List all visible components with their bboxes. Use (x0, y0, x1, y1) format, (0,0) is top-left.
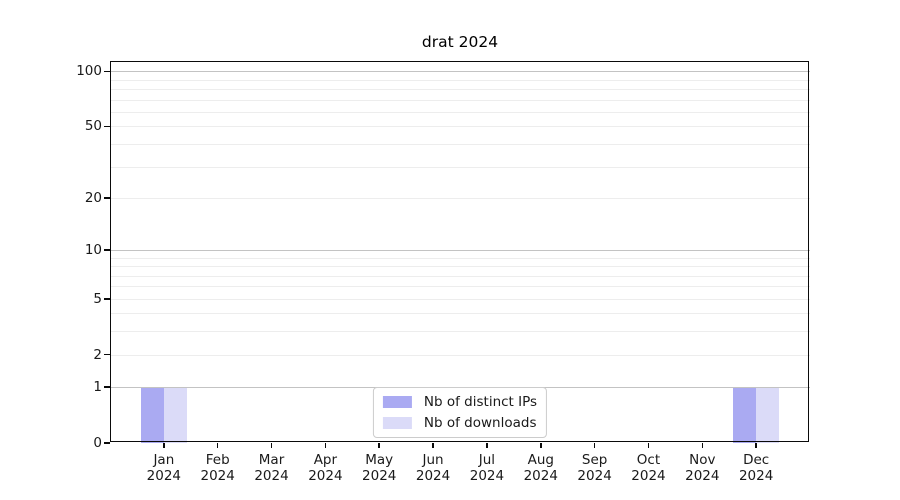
minor-gridline (110, 112, 810, 114)
y-tick-label: 2 (93, 346, 102, 363)
x-tick-month: Apr (313, 452, 338, 468)
minor-gridline (110, 89, 810, 91)
legend: Nb of distinct IPs Nb of downloads (372, 387, 548, 438)
y-tick-label: 0 (93, 435, 102, 451)
x-tick-month: Oct (636, 452, 661, 468)
minor-gridline (110, 354, 810, 356)
bar-nb-of-downloads-jan (163, 387, 187, 443)
x-tick-year: 2024 (577, 468, 612, 484)
x-tick-year: 2024 (469, 468, 505, 484)
x-tick-label: Jun 2024 (398, 452, 468, 484)
y-tick-mark (104, 125, 110, 128)
x-tick-mark (378, 443, 380, 448)
y-tick-label: 50 (84, 118, 102, 135)
x-tick-year: 2024 (200, 468, 235, 484)
x-tick-label: Aug 2024 (506, 452, 576, 484)
minor-gridline (110, 79, 810, 81)
x-tick-month: Jun (422, 452, 444, 468)
bar-nb-of-distinct-ips-jan (140, 387, 164, 443)
x-tick-year: 2024 (415, 468, 451, 484)
x-tick-month: Sep (581, 452, 608, 468)
x-tick-mark (755, 443, 757, 448)
legend-entry-distinct-ips: Nb of distinct IPs (382, 394, 538, 410)
x-tick-mark (324, 443, 327, 448)
y-tick-mark (104, 386, 110, 388)
bar-nb-of-downloads-dec (756, 387, 780, 443)
x-tick-label: Oct 2024 (613, 452, 683, 484)
y-tick-mark (104, 298, 110, 300)
x-tick-year: 2024 (146, 468, 182, 484)
y-tick-mark (104, 442, 110, 444)
x-tick-year: 2024 (685, 468, 720, 484)
x-tick-year: 2024 (362, 468, 397, 484)
minor-gridline (110, 266, 810, 268)
x-tick-year: 2024 (254, 468, 289, 484)
x-tick-label: Jan 2024 (129, 452, 199, 484)
x-tick-mark (593, 443, 596, 448)
x-tick-year: 2024 (738, 468, 774, 484)
minor-gridline (110, 298, 810, 300)
minor-gridline (110, 275, 810, 277)
y-tick-label: 10 (84, 241, 102, 258)
minor-gridline (110, 257, 810, 259)
x-tick-year: 2024 (308, 468, 343, 484)
minor-gridline (110, 286, 810, 288)
legend-label-distinct-ips: Nb of distinct IPs (423, 394, 538, 410)
x-tick-month: Jan (153, 452, 175, 468)
x-tick-label: Nov 2024 (667, 452, 737, 484)
y-tick-label: 1 (93, 379, 102, 396)
x-tick-label: Feb 2024 (183, 452, 253, 484)
x-tick-year: 2024 (631, 468, 666, 484)
minor-gridline (110, 144, 810, 146)
major-gridline (110, 249, 810, 251)
x-tick-mark (216, 443, 219, 448)
x-tick-mark (432, 443, 434, 448)
legend-swatch-downloads (382, 417, 412, 429)
x-tick-mark (647, 443, 650, 448)
bar-nb-of-distinct-ips-dec (733, 387, 757, 443)
x-tick-month: Feb (205, 452, 230, 468)
minor-gridline (110, 99, 810, 101)
x-tick-label: Sep 2024 (560, 452, 630, 484)
minor-gridline (110, 313, 810, 315)
x-tick-month: Jul (478, 452, 496, 468)
x-tick-month: Aug (527, 452, 554, 468)
x-tick-month: Dec (743, 452, 770, 468)
x-tick-mark (486, 443, 488, 448)
minor-gridline (110, 126, 810, 128)
x-tick-label: Jul 2024 (452, 452, 522, 484)
y-tick-label: 20 (84, 189, 102, 206)
x-tick-mark (163, 443, 165, 448)
legend-swatch-distinct-ips (382, 396, 412, 408)
x-tick-label: Apr 2024 (290, 452, 360, 484)
x-tick-month: May (365, 452, 394, 468)
x-tick-year: 2024 (523, 468, 558, 484)
minor-gridline (110, 197, 810, 199)
y-tick-label: 100 (76, 63, 102, 80)
y-tick-mark (104, 249, 110, 251)
x-tick-month: Nov (689, 452, 716, 468)
x-tick-mark (270, 443, 273, 448)
x-tick-month: Mar (258, 452, 285, 468)
y-tick-mark (104, 353, 110, 356)
legend-label-downloads: Nb of downloads (423, 415, 537, 431)
x-tick-label: Mar 2024 (237, 452, 307, 484)
x-tick-label: May 2024 (344, 452, 414, 484)
y-tick-label: 5 (93, 290, 102, 307)
y-tick-mark (104, 197, 110, 199)
x-tick-mark (540, 443, 542, 448)
legend-entry-downloads: Nb of downloads (382, 415, 537, 431)
chart-title: drat 2024 (421, 33, 499, 51)
y-tick-mark (104, 70, 110, 73)
major-gridline (110, 71, 810, 73)
x-tick-label: Dec 2024 (721, 452, 791, 484)
minor-gridline (110, 166, 810, 168)
x-tick-mark (701, 443, 704, 448)
minor-gridline (110, 331, 810, 333)
plot-area: Nb of distinct IPs Nb of downloads (110, 61, 810, 443)
